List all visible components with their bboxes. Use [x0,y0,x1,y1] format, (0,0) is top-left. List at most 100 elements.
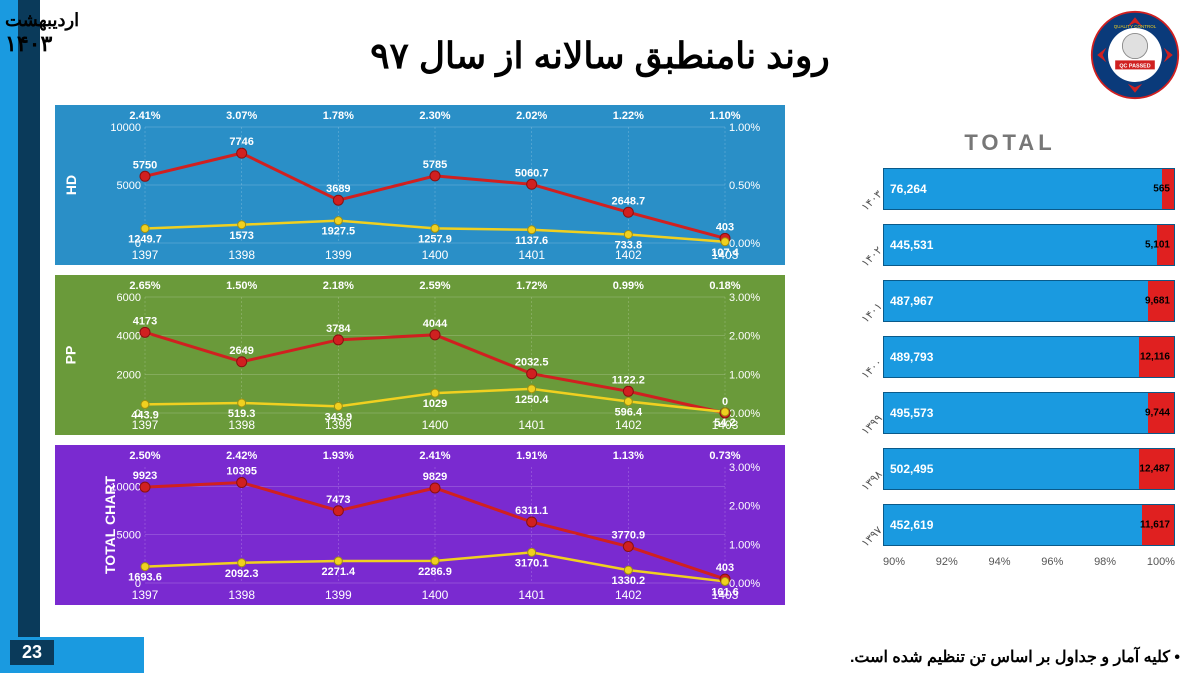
svg-text:QUALITY CONTROL: QUALITY CONTROL [1114,24,1157,29]
svg-text:2649: 2649 [229,345,253,357]
bar-red-seg: 12,487 [1139,449,1174,489]
footer-text: • کلیه آمار و جداول بر اساس تن تنظیم شده… [850,647,1180,667]
svg-text:1.13%: 1.13% [613,450,644,462]
date-month: اردیبهشت [5,10,79,31]
chart-panel-total: TOTAL CHART 05000100000.00%1.00%2.00%3.0… [55,445,785,605]
svg-text:2286.9: 2286.9 [418,566,452,578]
svg-text:4173: 4173 [133,315,157,327]
svg-text:2.65%: 2.65% [129,280,160,292]
svg-text:5000: 5000 [117,180,141,192]
svg-text:2.00%: 2.00% [729,501,760,513]
chart-panel-pp: PP 02000400060000.00%1.00%2.00%3.00%1397… [55,275,785,435]
page-title: روند نامنطبق سالانه از سال ۹۷ [0,35,1200,77]
chart-hd-svg: 05000100000.00%0.50%1.00%13972.41%13983.… [95,105,775,265]
bar-blue-seg: 76,264 [884,169,1162,209]
bar-blue-seg: 445,531 [884,225,1157,265]
svg-text:343.9: 343.9 [325,411,353,423]
svg-text:1.00%: 1.00% [729,369,760,381]
svg-text:161.6: 161.6 [711,586,739,598]
svg-text:7473: 7473 [326,494,350,506]
svg-text:2648.7: 2648.7 [612,195,646,207]
bar-blue-seg: 495,573 [884,393,1148,433]
bar-blue-seg: 452,619 [884,505,1142,545]
bar-track: 452,61911,617 [883,504,1175,546]
panel-label-hd: HD [63,175,79,195]
svg-text:1397: 1397 [132,588,159,602]
svg-text:403: 403 [716,562,734,574]
svg-text:2.18%: 2.18% [323,280,354,292]
svg-text:3.00%: 3.00% [729,292,760,304]
svg-text:443.9: 443.9 [131,409,159,421]
svg-text:1401: 1401 [518,418,545,432]
svg-text:1.50%: 1.50% [226,280,257,292]
date-box: اردیبهشت ۱۴۰۳ [5,10,79,57]
svg-text:2032.5: 2032.5 [515,357,549,369]
svg-text:2.02%: 2.02% [516,110,547,122]
svg-text:2092.3: 2092.3 [225,568,259,580]
bar-blue-value: 76,264 [890,182,927,196]
svg-text:1399: 1399 [325,248,352,262]
svg-text:733.8: 733.8 [615,239,643,251]
svg-text:1573: 1573 [229,230,253,242]
svg-text:3.00%: 3.00% [729,462,760,474]
bar-red-seg: 9,744 [1148,393,1174,433]
svg-text:2.50%: 2.50% [129,450,160,462]
svg-text:3770.9: 3770.9 [612,530,646,542]
svg-text:10395: 10395 [226,466,257,478]
svg-text:403: 403 [716,221,734,233]
svg-text:1.22%: 1.22% [613,110,644,122]
svg-text:9923: 9923 [133,470,157,482]
svg-text:1402: 1402 [615,588,642,602]
svg-text:1400: 1400 [422,418,449,432]
bar-blue-value: 489,793 [890,350,933,364]
bar-row: ۱۳۹۸502,49512,487 [845,444,1175,494]
svg-text:1927.5: 1927.5 [322,226,356,238]
bar-red-value: 9,744 [1145,408,1170,419]
svg-text:1399: 1399 [325,588,352,602]
svg-text:1.78%: 1.78% [323,110,354,122]
bar-track: 489,79312,116 [883,336,1175,378]
svg-text:1400: 1400 [422,248,449,262]
bar-blue-seg: 502,495 [884,449,1139,489]
chart-pp-svg: 02000400060000.00%1.00%2.00%3.00%13972.6… [95,275,775,435]
line-charts-container: HD 05000100000.00%0.50%1.00%13972.41%139… [55,105,785,615]
svg-text:7746: 7746 [229,136,253,148]
bar-red-value: 5,101 [1145,240,1170,251]
bar-axis-tick: 100% [1147,556,1175,568]
svg-text:1401: 1401 [518,588,545,602]
svg-text:1.91%: 1.91% [516,450,547,462]
svg-text:6000: 6000 [117,292,141,304]
bar-row: ۱۴۰۰489,79312,116 [845,332,1175,382]
svg-text:0.73%: 0.73% [709,450,740,462]
bar-row: ۱۳۹۹495,5739,744 [845,388,1175,438]
svg-text:10000: 10000 [110,481,141,493]
svg-text:1122.2: 1122.2 [612,374,645,386]
svg-text:4044: 4044 [423,318,448,330]
bar-red-seg: 565 [1162,169,1174,209]
svg-text:0.50%: 0.50% [729,180,760,192]
svg-text:1.00%: 1.00% [729,539,760,551]
svg-text:1.93%: 1.93% [323,450,354,462]
bar-track: 487,9679,681 [883,280,1175,322]
bars-rows-container: ۱۴۰۳76,264565۱۴۰۲445,5315,101۱۴۰۱487,967… [845,164,1175,550]
svg-text:1400: 1400 [422,588,449,602]
svg-text:5000: 5000 [117,530,141,542]
svg-text:2271.4: 2271.4 [322,566,357,578]
svg-text:3.07%: 3.07% [226,110,257,122]
bar-axis-tick: 90% [883,556,905,568]
svg-text:1257.9: 1257.9 [418,233,452,245]
bar-blue-seg: 489,793 [884,337,1139,377]
svg-text:2000: 2000 [117,369,141,381]
bar-blue-value: 487,967 [890,294,933,308]
svg-text:2.41%: 2.41% [419,450,450,462]
bars-panel: TOTAL ۱۴۰۳76,264565۱۴۰۲445,5315,101۱۴۰۱4… [845,130,1175,568]
bar-axis-tick: 94% [989,556,1011,568]
svg-text:2.59%: 2.59% [419,280,450,292]
bar-track: 502,49512,487 [883,448,1175,490]
svg-text:2.30%: 2.30% [419,110,450,122]
svg-text:3170.1: 3170.1 [515,557,549,569]
bars-title: TOTAL [845,130,1175,156]
svg-text:1330.2: 1330.2 [612,575,646,587]
svg-text:1398: 1398 [228,418,255,432]
svg-text:1693.6: 1693.6 [128,572,162,584]
